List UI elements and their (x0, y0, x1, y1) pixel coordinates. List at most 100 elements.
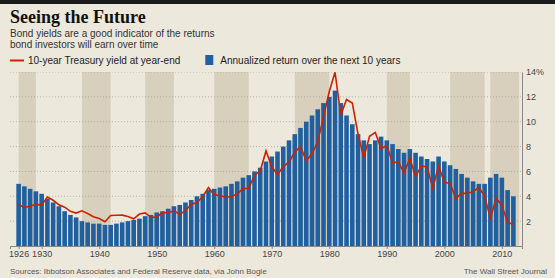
bars (16, 91, 515, 246)
x-tick: 1970 (262, 246, 282, 259)
bar (28, 189, 33, 246)
bar (212, 189, 217, 246)
bar (379, 137, 384, 246)
bar (258, 168, 263, 246)
bar (34, 191, 39, 246)
bar (143, 216, 148, 246)
bar (344, 116, 349, 247)
legend-label: Annualized return over the next 10 years (220, 55, 400, 66)
y-tick-label: 10 (526, 117, 536, 127)
bar (304, 122, 309, 246)
bar (80, 221, 85, 246)
bar (51, 203, 56, 247)
bar (85, 222, 90, 246)
bar (97, 224, 102, 246)
line (19, 72, 514, 224)
grid-line (10, 121, 522, 122)
bar (459, 174, 464, 246)
bar (350, 124, 355, 246)
bar (120, 222, 125, 246)
y-tick-label: 12 (526, 92, 536, 102)
bar (356, 134, 361, 246)
x-tick: 1960 (205, 246, 225, 259)
bar (442, 161, 447, 246)
y-tick: 4 (522, 192, 531, 202)
bar (373, 140, 378, 246)
x-tick-label: 1926 (9, 249, 29, 259)
bar (413, 153, 418, 246)
bar (108, 225, 113, 246)
y-tick-label: 6 (526, 167, 531, 177)
legend-swatch (205, 55, 213, 65)
annotation: Sources: Ibbotson Associates and Federal… (10, 267, 267, 276)
shaded-band (19, 72, 36, 246)
shaded-band (295, 72, 330, 246)
annotation: The Wall Street Journal (464, 267, 548, 276)
bar (177, 205, 182, 246)
y-tick-label: 8 (526, 142, 531, 152)
legend-item: Annualized return over the next 10 years (205, 55, 400, 66)
x-tick: 2010 (492, 246, 512, 259)
bar (57, 206, 62, 246)
x-tick: 1940 (90, 246, 110, 259)
bar (454, 169, 459, 246)
bar (206, 190, 211, 246)
bar (281, 147, 286, 246)
x-tick-label: 2010 (492, 249, 512, 259)
legend-swatch (10, 60, 24, 62)
bar (338, 103, 343, 246)
x-tick: 2000 (435, 246, 455, 259)
bar (229, 184, 234, 246)
bar (103, 225, 108, 246)
bar (465, 178, 470, 246)
bar (137, 219, 142, 246)
y-tick: 8 (522, 142, 531, 152)
shaded-band (214, 72, 249, 246)
plot-area (10, 72, 522, 246)
bar (327, 97, 332, 246)
x-tick-label: 1940 (90, 249, 110, 259)
bar (252, 171, 257, 246)
x-tick-label: 1990 (377, 249, 397, 259)
x-tick-label: 1930 (32, 249, 52, 259)
y-tick-label: 2 (526, 217, 531, 227)
bar (315, 109, 320, 246)
bar (166, 209, 171, 246)
bar (511, 196, 516, 246)
x-tick: 1990 (377, 246, 397, 259)
bands (19, 72, 519, 246)
shaded-band (145, 72, 174, 246)
y-tick-label: 14% (526, 67, 544, 77)
legend-item: 10-year Treasury yield at year-end (10, 55, 180, 66)
shaded-band (490, 72, 519, 246)
title: Seeing the Future (10, 7, 146, 27)
shaded-band (387, 72, 410, 246)
bar (91, 224, 96, 246)
bar (494, 174, 499, 246)
bar (74, 217, 79, 246)
bar (149, 215, 154, 246)
bar (385, 140, 390, 246)
x-tick: 1950 (147, 246, 167, 259)
bar (68, 215, 73, 246)
x-tick-label: 1960 (205, 249, 225, 259)
grid-line (10, 146, 522, 147)
bar (431, 161, 436, 246)
y-axis-line (522, 73, 523, 247)
bar (448, 165, 453, 246)
x-tick-label: 2000 (435, 249, 455, 259)
y-tick: 2 (522, 217, 531, 227)
y-tick: 12 (522, 92, 536, 102)
y-tick-label: 4 (526, 192, 531, 202)
top-rule (0, 0, 555, 4)
bar (114, 224, 119, 246)
y-axis: 2 4 6 8 10 12 14% (522, 67, 544, 246)
bar (200, 194, 205, 246)
bar (275, 152, 280, 246)
grid-line (10, 72, 522, 73)
legend-label: 10-year Treasury yield at year-end (28, 55, 180, 66)
bar (160, 211, 165, 246)
subtitle: Bond yields are a good indicator of the … (10, 28, 215, 50)
bar (264, 161, 269, 246)
bar (477, 184, 482, 246)
